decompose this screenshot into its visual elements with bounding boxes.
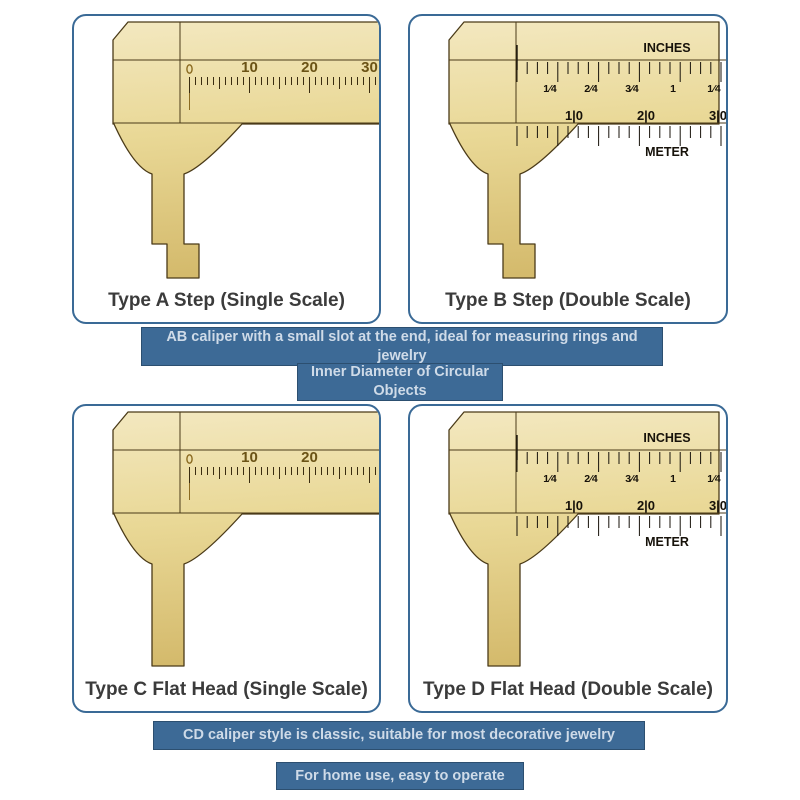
svg-text:1: 1 xyxy=(670,83,676,95)
svg-text:1|0: 1|0 xyxy=(565,498,583,513)
svg-text:30: 30 xyxy=(361,59,378,76)
svg-text:2⁄4: 2⁄4 xyxy=(584,473,598,485)
svg-text:INCHES: INCHES xyxy=(643,431,690,445)
svg-text:1⁄4: 1⁄4 xyxy=(707,473,721,485)
svg-text:1⁄4: 1⁄4 xyxy=(543,473,557,485)
svg-text:1|0: 1|0 xyxy=(565,108,583,123)
svg-text:1⁄4: 1⁄4 xyxy=(543,83,557,95)
svg-text:3|0: 3|0 xyxy=(709,108,727,123)
svg-text:3⁄4: 3⁄4 xyxy=(625,83,639,95)
svg-text:2|0: 2|0 xyxy=(637,498,655,513)
svg-text:METER: METER xyxy=(645,535,689,549)
svg-text:2|0: 2|0 xyxy=(637,108,655,123)
svg-text:20: 20 xyxy=(301,449,318,466)
svg-text:3|0: 3|0 xyxy=(709,498,727,513)
svg-text:1: 1 xyxy=(670,473,676,485)
svg-text:3⁄4: 3⁄4 xyxy=(625,473,639,485)
svg-text:INCHES: INCHES xyxy=(643,41,690,55)
svg-text:20: 20 xyxy=(301,59,318,76)
svg-text:METER: METER xyxy=(645,145,689,159)
svg-text:1⁄4: 1⁄4 xyxy=(707,83,721,95)
svg-text:10: 10 xyxy=(241,449,258,466)
svg-text:10: 10 xyxy=(241,59,258,76)
svg-text:2⁄4: 2⁄4 xyxy=(584,83,598,95)
